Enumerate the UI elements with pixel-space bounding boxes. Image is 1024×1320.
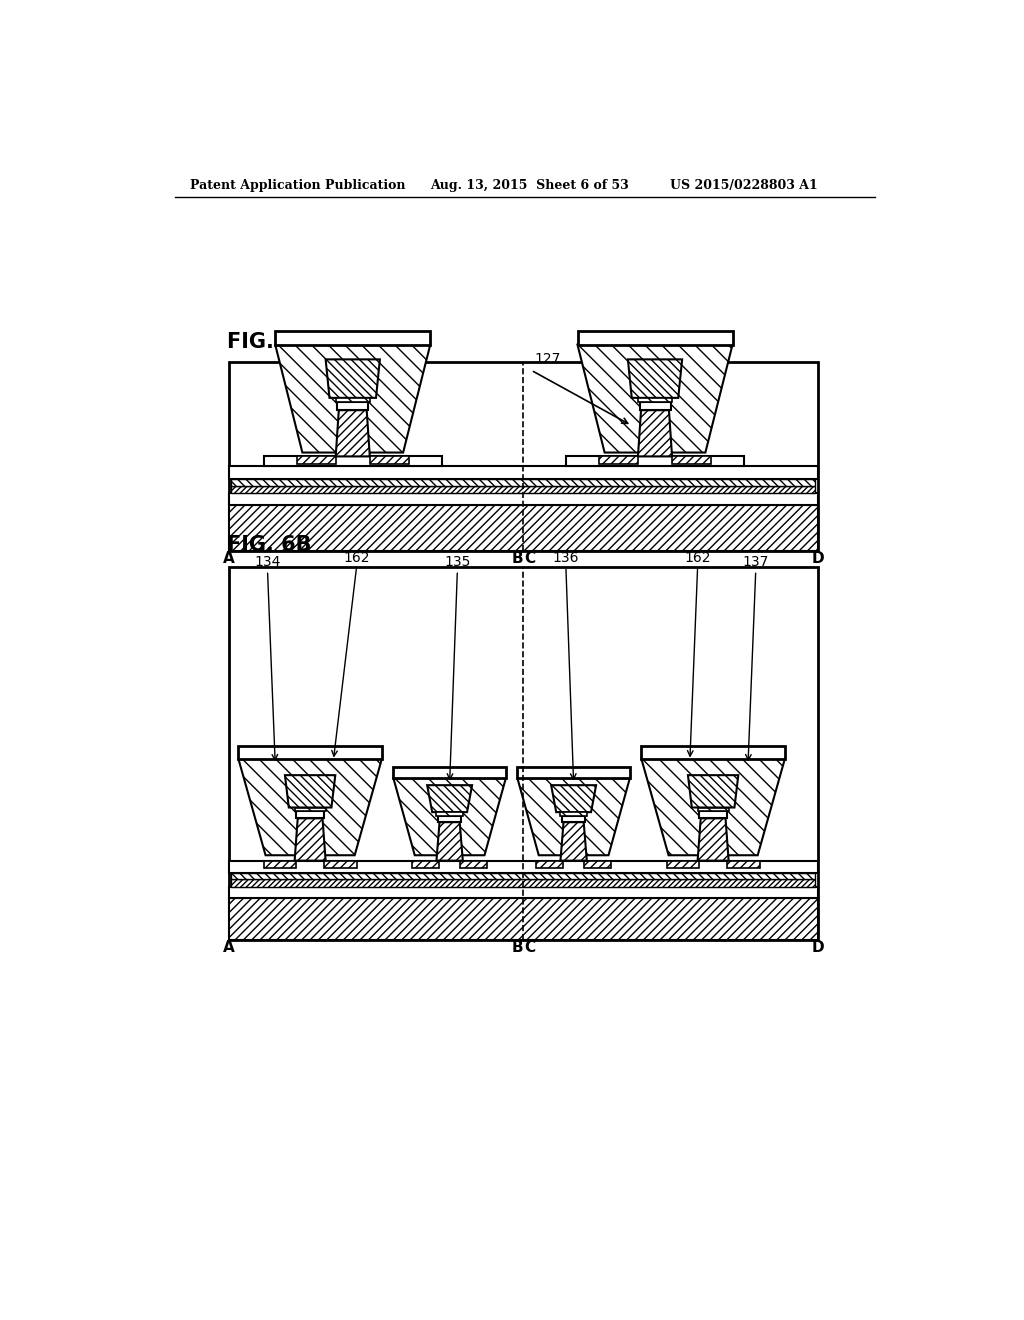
Bar: [517, 767, 630, 779]
Polygon shape: [551, 785, 596, 812]
Bar: [275, 331, 430, 345]
Bar: [566, 457, 744, 466]
Bar: [562, 816, 586, 822]
Bar: [228, 566, 818, 940]
Bar: [699, 812, 727, 818]
Bar: [336, 397, 370, 403]
Bar: [228, 494, 818, 506]
Bar: [231, 479, 815, 486]
Bar: [295, 808, 326, 812]
Bar: [228, 466, 818, 479]
Text: 135: 135: [444, 554, 471, 569]
Bar: [640, 403, 671, 411]
Text: 134: 134: [254, 554, 281, 569]
Bar: [228, 861, 818, 873]
Polygon shape: [697, 818, 729, 861]
Text: A: A: [223, 940, 234, 956]
Text: A: A: [223, 552, 234, 566]
Text: FIG. 6A: FIG. 6A: [227, 333, 312, 352]
Bar: [638, 397, 672, 403]
Text: 162: 162: [684, 550, 711, 565]
Text: FIG. 6B: FIG. 6B: [227, 535, 311, 554]
Bar: [239, 746, 382, 759]
Bar: [537, 861, 563, 869]
Polygon shape: [688, 775, 738, 808]
Text: 162: 162: [343, 550, 370, 565]
Polygon shape: [628, 359, 682, 397]
Polygon shape: [517, 779, 630, 855]
Bar: [228, 506, 818, 552]
Polygon shape: [436, 822, 463, 861]
Polygon shape: [326, 359, 380, 397]
Text: C: C: [524, 940, 535, 956]
Bar: [393, 767, 506, 779]
Bar: [324, 861, 356, 869]
Polygon shape: [560, 822, 587, 861]
Polygon shape: [427, 785, 472, 812]
Text: B: B: [511, 552, 523, 566]
Bar: [672, 457, 711, 465]
Polygon shape: [295, 818, 326, 861]
Text: C: C: [524, 552, 535, 566]
Polygon shape: [275, 345, 430, 453]
Bar: [585, 861, 611, 869]
Bar: [461, 861, 486, 869]
Text: US 2015/0228803 A1: US 2015/0228803 A1: [671, 178, 818, 191]
Bar: [263, 457, 442, 466]
Text: 127: 127: [535, 352, 561, 367]
Polygon shape: [641, 759, 784, 855]
Text: D: D: [811, 940, 824, 956]
Bar: [231, 873, 815, 879]
Bar: [231, 486, 815, 494]
Bar: [228, 898, 818, 940]
Polygon shape: [578, 345, 732, 453]
Polygon shape: [393, 779, 506, 855]
Bar: [296, 812, 324, 818]
Bar: [413, 861, 438, 869]
Bar: [578, 331, 732, 345]
Bar: [599, 457, 638, 465]
Bar: [560, 812, 587, 816]
Bar: [727, 861, 760, 869]
Bar: [297, 457, 336, 465]
Bar: [228, 363, 818, 552]
Bar: [337, 403, 369, 411]
Bar: [263, 861, 296, 869]
Bar: [436, 812, 463, 816]
Bar: [231, 879, 815, 887]
Polygon shape: [638, 411, 672, 457]
Polygon shape: [336, 411, 370, 457]
Text: 136: 136: [553, 550, 580, 565]
Bar: [697, 808, 729, 812]
Text: Patent Application Publication: Patent Application Publication: [190, 178, 406, 191]
Polygon shape: [285, 775, 335, 808]
Text: D: D: [811, 552, 824, 566]
Text: Aug. 13, 2015  Sheet 6 of 53: Aug. 13, 2015 Sheet 6 of 53: [430, 178, 629, 191]
Bar: [667, 861, 699, 869]
Bar: [641, 746, 784, 759]
Text: 137: 137: [742, 554, 769, 569]
Bar: [438, 816, 461, 822]
Bar: [370, 457, 409, 465]
Bar: [228, 887, 818, 898]
Polygon shape: [239, 759, 382, 855]
Text: B: B: [511, 940, 523, 956]
